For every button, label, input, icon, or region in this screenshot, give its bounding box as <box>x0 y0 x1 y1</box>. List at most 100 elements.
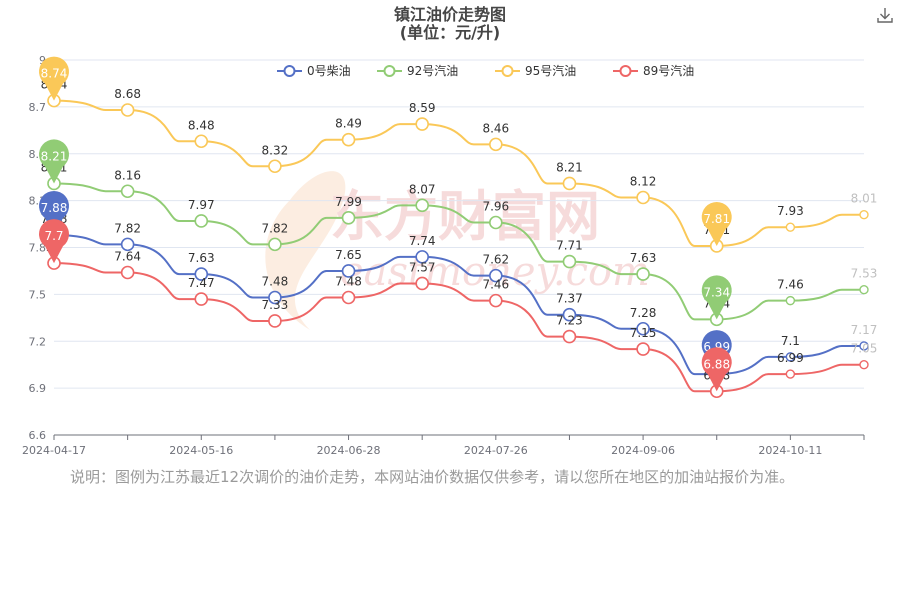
data-point[interactable] <box>785 295 796 306</box>
data-point[interactable] <box>859 341 869 351</box>
y-tick-label: 9 <box>39 54 46 67</box>
data-label: 7.64 <box>114 250 141 264</box>
data-label: 6.99 <box>777 351 804 365</box>
markers: 7.888.218.747.76.997.347.816.88 <box>39 56 732 392</box>
data-point[interactable] <box>120 184 135 199</box>
y-tick-label: 6.6 <box>29 429 47 442</box>
data-point[interactable] <box>636 321 650 336</box>
data-label: 7.47 <box>188 276 215 290</box>
data-point[interactable] <box>268 159 282 174</box>
y-tick-label: 8.7 <box>29 101 47 114</box>
marker-label: 8.21 <box>41 149 68 163</box>
data-label: 7.15 <box>630 326 657 340</box>
y-tick-label: 7.8 <box>29 242 47 255</box>
chart-subtitle: (单位：元/升) <box>400 23 500 42</box>
legend-label: 89号汽油 <box>643 63 694 78</box>
data-point[interactable] <box>268 290 282 305</box>
x-tick-label: 2024-05-16 <box>169 444 233 457</box>
data-point[interactable] <box>268 314 282 328</box>
data-label: 7.53 <box>851 267 878 281</box>
data-point[interactable] <box>268 237 282 252</box>
marker-pin: 8.74 <box>39 56 70 101</box>
y-tick-label: 7.2 <box>29 335 47 348</box>
marker-label: 7.7 <box>44 229 63 243</box>
data-point[interactable] <box>489 293 503 308</box>
data-point[interactable] <box>341 211 356 225</box>
data-point[interactable] <box>489 215 503 230</box>
data-point[interactable] <box>636 190 650 205</box>
data-label: 7.63 <box>188 251 215 265</box>
legend-item[interactable]: 95号汽油 <box>495 63 576 78</box>
data-label: 7.71 <box>556 239 583 253</box>
data-point[interactable] <box>562 329 577 344</box>
x-tick-label: 2024-09-06 <box>611 444 675 457</box>
data-label: 7.48 <box>335 275 362 289</box>
x-tick-label: 2024-07-26 <box>464 444 528 457</box>
data-point[interactable] <box>415 117 429 131</box>
data-point[interactable] <box>120 103 135 117</box>
marker-pin: 7.81 <box>701 201 732 246</box>
footnote: 说明：图例为江苏最近12次调价的油价走势，本网站油价数据仅供参考，请以您所在地区… <box>70 468 795 486</box>
data-label: 7.23 <box>556 314 583 328</box>
data-label: 7.05 <box>851 342 878 356</box>
data-label: 8.12 <box>630 175 657 189</box>
data-point[interactable] <box>859 284 869 295</box>
data-point[interactable] <box>194 214 209 228</box>
watermark-logo <box>265 171 346 330</box>
data-point[interactable] <box>785 352 796 362</box>
marker-label: 7.88 <box>41 201 68 215</box>
data-point[interactable] <box>341 290 356 305</box>
x-tick-label: 2024-06-28 <box>317 444 381 457</box>
data-label: 7.99 <box>335 195 362 209</box>
data-point[interactable] <box>415 250 429 264</box>
legend-item[interactable]: 0号柴油 <box>277 64 351 78</box>
data-label: 8.59 <box>409 101 436 115</box>
y-tick-label: 7.5 <box>29 288 47 301</box>
legend[interactable]: 0号柴油 92号汽油 95号汽油 89号汽油 <box>277 63 694 78</box>
data-label: 8.49 <box>335 117 362 131</box>
data-point[interactable] <box>415 276 429 291</box>
data-point[interactable] <box>489 137 503 152</box>
data-point[interactable] <box>120 237 135 252</box>
data-label: 8.48 <box>188 118 215 132</box>
marker-pin: 6.88 <box>701 347 732 392</box>
data-point[interactable] <box>562 176 577 191</box>
x-tick-label: 2024-10-11 <box>758 444 822 457</box>
data-label: 7.1 <box>781 334 800 348</box>
data-point[interactable] <box>859 209 869 220</box>
data-point[interactable] <box>194 267 209 281</box>
download-icon[interactable] <box>876 6 894 24</box>
marker-label: 8.74 <box>41 67 68 81</box>
data-point[interactable] <box>636 342 650 356</box>
data-label: 7.48 <box>262 275 289 289</box>
data-point[interactable] <box>785 222 796 232</box>
marker-pin: 7.88 <box>39 191 70 235</box>
data-label: 8.07 <box>409 182 436 196</box>
legend-item[interactable]: 89号汽油 <box>613 63 694 78</box>
data-point[interactable] <box>562 307 577 322</box>
data-point[interactable] <box>341 132 356 147</box>
marker-label: 6.88 <box>703 357 730 371</box>
data-point[interactable] <box>636 267 650 281</box>
data-label: 7.93 <box>777 204 804 218</box>
data-point[interactable] <box>194 292 209 306</box>
marker-label: 7.81 <box>703 212 730 226</box>
marker-pin: 7.34 <box>701 275 732 320</box>
marker-label: 7.34 <box>703 285 730 299</box>
series-line <box>53 99 864 247</box>
data-point[interactable] <box>194 134 209 149</box>
data-label: 8.32 <box>262 143 289 157</box>
data-point[interactable] <box>562 254 577 269</box>
data-point[interactable] <box>489 268 503 283</box>
data-point[interactable] <box>341 264 356 278</box>
data-label: 8.01 <box>851 192 878 206</box>
data-point[interactable] <box>785 369 796 379</box>
legend-item[interactable]: 92号汽油 <box>377 63 458 78</box>
chart-title: 镇江油价走势图 <box>394 5 506 24</box>
data-label: 8.16 <box>114 168 141 182</box>
data-point[interactable] <box>120 265 135 280</box>
data-point[interactable] <box>415 198 429 213</box>
data-point[interactable] <box>859 359 869 370</box>
data-label: 7.74 <box>409 234 436 248</box>
